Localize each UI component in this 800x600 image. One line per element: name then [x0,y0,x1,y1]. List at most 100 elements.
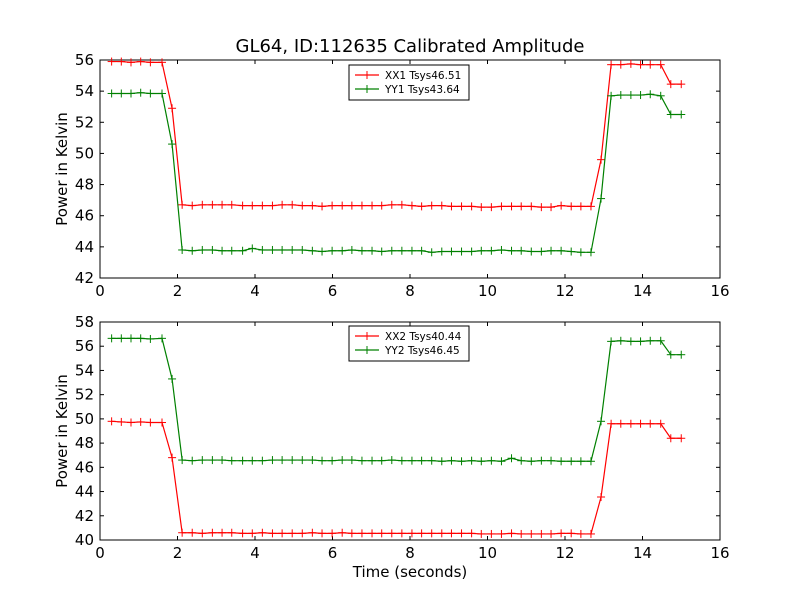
data-point [146,334,155,343]
data-point [557,457,566,466]
data-point [646,90,655,99]
data-point [607,60,616,69]
series-line-xx1 [111,60,682,208]
data-point [227,200,236,209]
x-tick-label: 6 [328,544,338,562]
data-point [586,457,595,466]
data-point [557,201,566,210]
data-point [677,434,686,443]
legend-box [348,64,470,101]
y-tick-label: 56 [75,51,94,69]
data-point [407,201,416,210]
series-line-yy2 [111,337,682,462]
data-point [597,417,606,426]
data-point [227,528,236,537]
data-point [616,419,625,428]
legend-item: YY2 Tsys46.45 [355,345,460,357]
data-point [646,336,655,345]
data-point [218,456,227,465]
data-point [607,419,616,428]
data-point [117,334,126,343]
data-point [298,245,307,254]
data-point [107,417,116,426]
data-point [567,202,576,211]
data-point [597,493,606,502]
data-point [447,247,456,256]
x-tick-label: 16 [710,282,729,300]
legend-item: XX2 Tsys40.44 [355,331,462,343]
y-tick-label: 56 [75,337,94,355]
data-point [437,529,446,538]
data-point [607,337,616,346]
data-point [258,201,267,210]
data-point [347,456,356,465]
data-point [397,246,406,255]
data-point [278,200,287,209]
data-point [437,247,446,256]
data-point [127,89,135,98]
x-tick-label: 12 [555,282,574,300]
data-point [208,245,217,254]
data-point [477,457,486,466]
data-point [507,202,516,211]
data-point [457,247,466,256]
data-point [616,91,625,100]
data-point [677,110,686,119]
data-point [357,246,366,255]
data-point [328,246,337,255]
data-point [666,350,675,359]
data-point [127,334,135,343]
x-tick-label: 4 [250,544,260,562]
data-point [537,529,546,538]
y-tick-label: 42 [75,507,94,525]
data-point [507,529,516,538]
data-point [168,374,177,383]
data-point [168,140,177,149]
y-tick-label: 50 [75,410,94,428]
x-tick-label: 6 [328,282,338,300]
y-tick-label: 48 [75,176,94,194]
y-axis-label: Power in Kelvin [53,112,71,226]
x-tick-label: 2 [173,544,183,562]
data-point [567,247,576,256]
y-tick-label: 54 [75,361,94,379]
data-point [557,246,566,255]
data-point [397,200,406,209]
x-tick-label: 10 [478,544,497,562]
data-point [308,201,317,210]
data-point [447,202,456,211]
data-point [677,350,686,359]
data-point [318,529,327,538]
data-point [437,201,446,210]
data-point [467,202,476,211]
data-point [626,419,635,428]
y-tick-label: 54 [75,82,94,100]
data-point [357,201,366,210]
series-line-xx2 [111,420,682,535]
data-point [517,202,526,211]
x-tick-label: 12 [555,544,574,562]
data-point [258,245,267,254]
data-point [308,456,317,465]
y-tick-label: 52 [75,113,94,131]
data-point [188,246,197,255]
data-point [298,201,307,210]
data-point [377,247,386,256]
data-point [258,528,267,537]
data-point [268,245,277,254]
data-point [288,529,297,538]
data-point [646,60,655,69]
data-point [377,201,386,210]
data-point [198,456,207,465]
x-tick-label: 14 [633,282,652,300]
data-point [626,91,635,100]
y-tick-label: 46 [75,207,94,225]
data-point [298,456,307,465]
data-point [248,201,257,210]
data-point [387,200,396,209]
data-point [576,529,585,538]
data-point [407,529,416,538]
y-tick-label: 46 [75,458,94,476]
data-point [227,456,236,465]
data-point [626,59,635,68]
